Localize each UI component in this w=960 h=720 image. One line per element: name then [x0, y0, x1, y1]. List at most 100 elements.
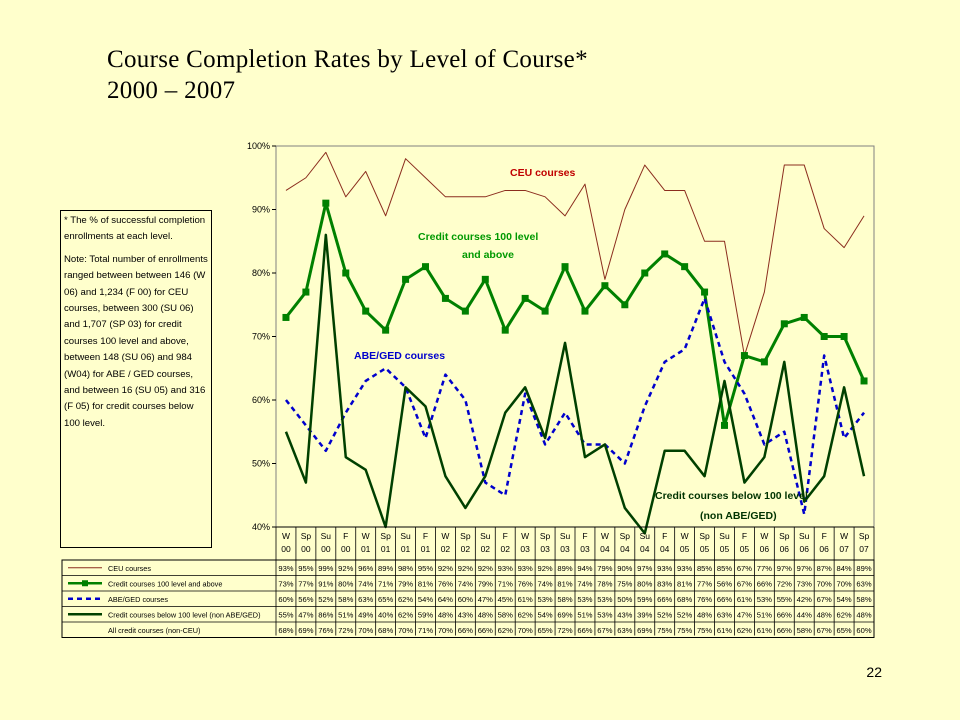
category-year-label: 05 [740, 544, 750, 554]
series-marker [441, 294, 449, 302]
table-cell: 63% [617, 626, 632, 635]
table-cell: 60% [458, 595, 473, 604]
table-cell: 93% [518, 564, 533, 573]
table-cell: 53% [537, 595, 552, 604]
category-year-label: 04 [660, 544, 670, 554]
series-marker [382, 326, 390, 334]
table-cell: 58% [557, 595, 572, 604]
footnote-paragraph-2: Note: Total number of enrollments ranged… [64, 253, 208, 429]
series-marker [481, 275, 489, 283]
category-season-label: W [681, 531, 689, 541]
table-cell: 48% [478, 610, 493, 619]
category-year-label: 04 [600, 544, 610, 554]
category-season-label: Sp [859, 531, 870, 541]
footnote-box: * The % of successful completion enrollm… [60, 210, 212, 548]
table-cell: 74% [577, 579, 592, 588]
category-year-label: 03 [520, 544, 530, 554]
table-cell: 48% [697, 610, 712, 619]
category-year-label: 02 [481, 544, 491, 554]
category-year-label: 06 [760, 544, 770, 554]
legend-label: ABE/GED courses [108, 595, 168, 604]
table-cell: 95% [418, 564, 433, 573]
table-cell: 69% [637, 626, 652, 635]
table-cell: 97% [637, 564, 652, 573]
table-cell: 90% [617, 564, 632, 573]
table-cell: 67% [737, 579, 752, 588]
page-number: 22 [866, 664, 882, 680]
category-season-label: F [423, 531, 428, 541]
table-cell: 84% [836, 564, 851, 573]
category-season-label: W [362, 531, 370, 541]
table-cell: 67% [817, 626, 832, 635]
y-tick-label: 100% [247, 141, 270, 151]
category-year-label: 04 [620, 544, 630, 554]
series-marker [800, 313, 808, 321]
table-cell: 66% [478, 626, 493, 635]
category-year-label: 00 [341, 544, 351, 554]
table-cell: 66% [777, 626, 792, 635]
table-cell: 83% [657, 579, 672, 588]
table-cell: 58% [498, 610, 513, 619]
category-season-label: Su [480, 531, 491, 541]
category-year-label: 03 [580, 544, 590, 554]
table-cell: 54% [836, 595, 851, 604]
table-cell: 54% [537, 610, 552, 619]
series-marker [282, 313, 290, 321]
table-cell: 68% [378, 626, 393, 635]
table-cell: 51% [577, 610, 592, 619]
table-cell: 61% [737, 595, 752, 604]
table-cell: 44% [797, 610, 812, 619]
table-cell: 92% [438, 564, 453, 573]
table-cell: 77% [757, 564, 772, 573]
category-season-label: W [760, 531, 768, 541]
table-cell: 42% [797, 595, 812, 604]
category-year-label: 07 [859, 544, 869, 554]
category-season-label: Sp [620, 531, 631, 541]
table-cell: 93% [498, 564, 513, 573]
series-marker [322, 199, 330, 207]
table-cell: 45% [498, 595, 513, 604]
table-cell: 40% [378, 610, 393, 619]
category-season-label: Sp [540, 531, 551, 541]
table-cell: 74% [537, 579, 552, 588]
category-season-label: Su [560, 531, 571, 541]
table-cell: 62% [498, 626, 513, 635]
legend-label: CEU courses [108, 564, 151, 573]
table-cell: 65% [378, 595, 393, 604]
series-marker [860, 377, 868, 385]
table-cell: 73% [797, 579, 812, 588]
category-year-label: 00 [321, 544, 331, 554]
category-year-label: 06 [799, 544, 809, 554]
abe-ged-line [284, 297, 866, 516]
table-cell: 52% [677, 610, 692, 619]
table-cell: 92% [537, 564, 552, 573]
table-cell: 70% [836, 579, 851, 588]
table-cell: 65% [836, 626, 851, 635]
category-year-label: 02 [441, 544, 451, 554]
table-cell: 93% [278, 564, 293, 573]
category-year-label: 00 [281, 544, 291, 554]
series-marker [621, 301, 629, 309]
series-marker [302, 288, 310, 296]
category-season-label: F [742, 531, 747, 541]
series-marker [721, 421, 728, 429]
table-cell: 86% [318, 610, 333, 619]
series-marker [681, 263, 689, 271]
series-marker [541, 307, 549, 315]
table-cell: 63% [717, 610, 732, 619]
table-cell: 71% [418, 626, 433, 635]
table-cell: 55% [278, 610, 293, 619]
category-season-label: Sp [779, 531, 790, 541]
credit-below-100-line [284, 233, 866, 535]
category-season-label: Su [799, 531, 810, 541]
table-cell: 55% [777, 595, 792, 604]
table-cell: 99% [318, 564, 333, 573]
table-cell: 74% [458, 579, 473, 588]
table-cell: 66% [458, 626, 473, 635]
table-cell: 79% [597, 564, 612, 573]
series-annotation: (non ABE/GED) [700, 510, 777, 522]
series-marker [521, 294, 529, 302]
table-cell: 47% [478, 595, 493, 604]
table-cell: 66% [717, 595, 732, 604]
